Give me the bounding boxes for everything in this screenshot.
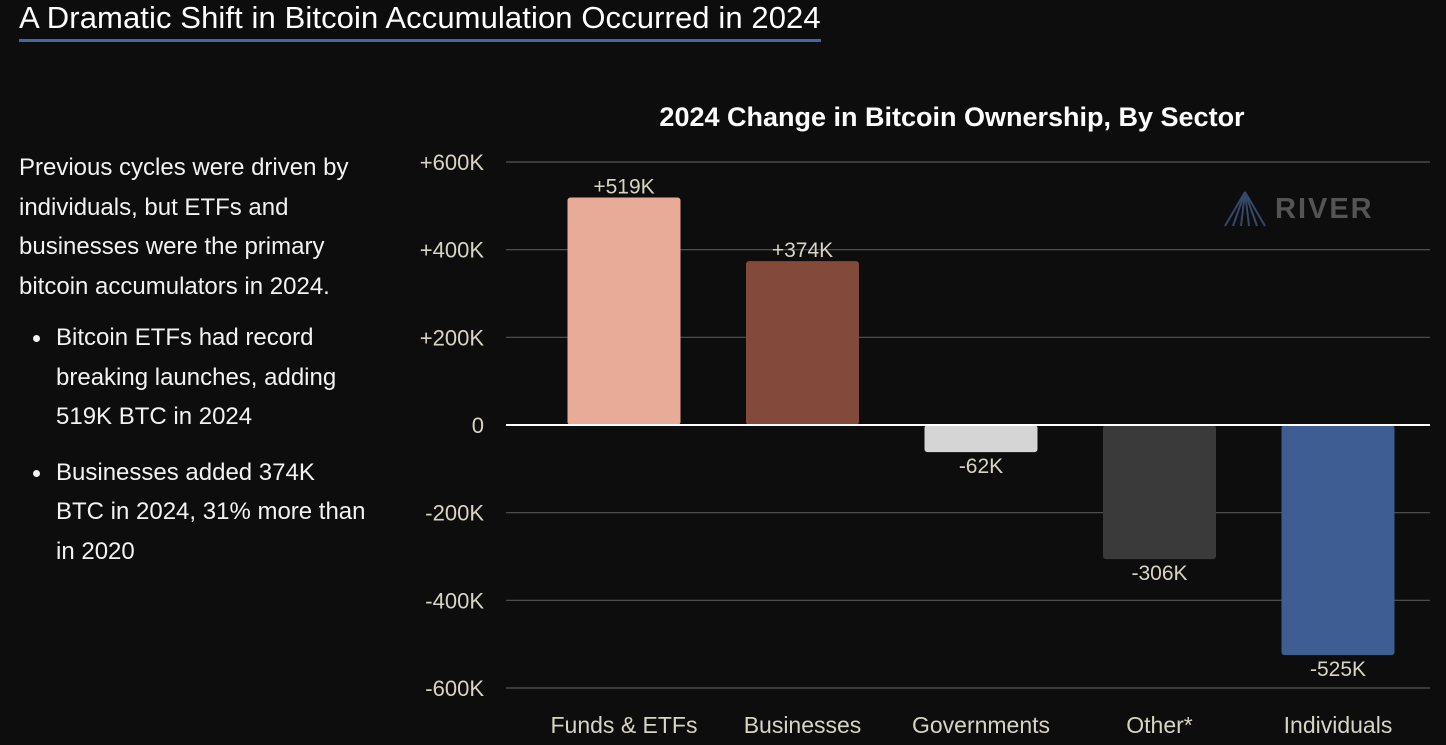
- data-label: +519K: [593, 176, 654, 199]
- river-logo: RIVER: [1223, 190, 1374, 228]
- logo-wordmark: RIVER: [1275, 193, 1374, 225]
- data-label: +374K: [772, 239, 833, 262]
- y-tick-label: +400K: [420, 238, 485, 263]
- summary-intro: Previous cycles were driven by individua…: [19, 154, 349, 300]
- x-tick-label: Businesses: [744, 712, 862, 738]
- bar-governments: [924, 425, 1038, 453]
- y-tick-label: -200K: [425, 501, 484, 526]
- data-label: -525K: [1310, 658, 1366, 681]
- x-tick-label: Governments: [912, 712, 1050, 738]
- bar-funds-etfs: [567, 197, 681, 425]
- data-label: -62K: [959, 455, 1003, 478]
- bar-individuals: [1281, 425, 1395, 656]
- summary-bullet-businesses: Businesses added 374K BTC in 2024, 31% m…: [33, 453, 369, 572]
- y-tick-label: -400K: [425, 588, 484, 613]
- bar-other: [1103, 425, 1216, 560]
- chart-title: 2024 Change in Bitcoin Ownership, By Sec…: [659, 102, 1245, 132]
- summary-bullet-list: Bitcoin ETFs had record breaking launche…: [19, 318, 369, 571]
- y-tick-label: 0: [472, 413, 484, 438]
- summary-bullet-etfs: Bitcoin ETFs had record breaking launche…: [33, 318, 369, 437]
- river-logo-icon: [1224, 191, 1266, 227]
- bar-layer: [567, 197, 1395, 656]
- y-tick-label: -600K: [425, 676, 484, 701]
- bar-businesses: [746, 261, 859, 425]
- x-tick-label: Individuals: [1284, 712, 1393, 738]
- page-title: A Dramatic Shift in Bitcoin Accumulation…: [19, 0, 821, 42]
- y-tick-label: +200K: [420, 325, 485, 350]
- y-tick-label: +600K: [420, 150, 485, 175]
- label-layer: +600K +400K +200K 0 -200K -400K -600K +519K Fund…: [420, 150, 1393, 738]
- data-label: -306K: [1131, 562, 1187, 585]
- x-tick-label: Other*: [1126, 712, 1193, 738]
- summary-panel: Previous cycles were driven by individua…: [19, 148, 369, 587]
- x-tick-label: Funds & ETFs: [551, 712, 698, 738]
